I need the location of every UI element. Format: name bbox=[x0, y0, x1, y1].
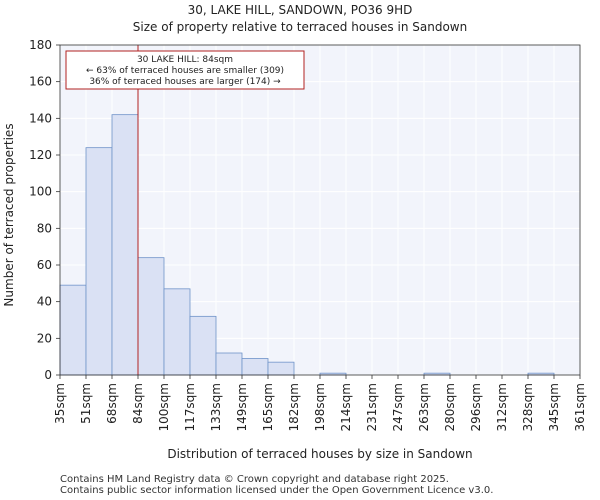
x-tick-label: 263sqm bbox=[417, 383, 431, 431]
bar-133sqm bbox=[215, 352, 243, 376]
y-axis-ticks: 0 20 40 60 80 100 120 140 160 180 bbox=[29, 38, 60, 382]
x-tick-label: 100sqm bbox=[157, 383, 171, 431]
x-tick-label: 35sqm bbox=[53, 383, 67, 424]
x-tick-label: 312sqm bbox=[495, 383, 509, 431]
x-tick-label: 117sqm bbox=[183, 383, 197, 431]
footer-line-1: Contains HM Land Registry data © Crown c… bbox=[60, 474, 449, 485]
x-tick-label: 198sqm bbox=[313, 383, 327, 431]
x-tick-label: 296sqm bbox=[469, 383, 483, 431]
y-tick-label: 40 bbox=[37, 295, 52, 309]
annotation-border bbox=[65, 50, 305, 90]
bar-84sqm bbox=[137, 257, 165, 376]
y-axis-label: Number of terraced properties bbox=[2, 123, 16, 306]
bar-51sqm bbox=[85, 147, 113, 376]
bar-149sqm bbox=[241, 358, 269, 376]
x-tick-label: 182sqm bbox=[287, 383, 301, 431]
x-tick-label: 361sqm bbox=[573, 383, 587, 431]
y-tick-label: 80 bbox=[37, 221, 52, 235]
x-axis-label: Distribution of terraced houses by size … bbox=[167, 447, 472, 461]
y-tick-label: 140 bbox=[29, 111, 52, 125]
x-tick-label: 51sqm bbox=[79, 383, 93, 424]
annotation-line-2: ← 63% of terraced houses are smaller (30… bbox=[86, 66, 284, 76]
y-tick-label: 20 bbox=[37, 331, 52, 345]
bars bbox=[59, 114, 555, 376]
annotation-line-1: 30 LAKE HILL: 84sqm bbox=[137, 55, 233, 65]
bar-68sqm bbox=[111, 114, 139, 376]
footer-line-2: Contains public sector information licen… bbox=[60, 485, 494, 496]
annotation-box: 30 LAKE HILL: 84sqm ← 63% of terraced ho… bbox=[65, 50, 305, 90]
x-tick-label: 68sqm bbox=[105, 383, 119, 424]
x-tick-label: 231sqm bbox=[365, 383, 379, 431]
x-tick-label: 280sqm bbox=[443, 383, 457, 431]
annotation-line-3: 36% of terraced houses are larger (174) … bbox=[89, 77, 281, 87]
x-tick-label: 214sqm bbox=[339, 383, 353, 431]
bar-100sqm bbox=[163, 288, 191, 376]
y-tick-label: 160 bbox=[29, 75, 52, 89]
x-tick-label: 133sqm bbox=[209, 383, 223, 431]
y-tick-label: 180 bbox=[29, 38, 52, 52]
chart-subtitle: Size of property relative to terraced ho… bbox=[133, 20, 467, 34]
chart-title: 30, LAKE HILL, SANDOWN, PO36 9HD bbox=[188, 3, 413, 17]
bar-35sqm bbox=[59, 284, 87, 376]
bar-117sqm bbox=[189, 315, 217, 376]
x-tick-label: 328sqm bbox=[521, 383, 535, 431]
x-tick-label: 345sqm bbox=[547, 383, 561, 431]
x-tick-label: 247sqm bbox=[391, 383, 405, 431]
y-tick-label: 0 bbox=[44, 368, 52, 382]
x-axis-ticks: 35sqm 51sqm 68sqm 84sqm 100sqm 117sqm 133sqm 14… bbox=[53, 375, 587, 431]
y-tick-label: 120 bbox=[29, 148, 52, 162]
y-tick-label: 100 bbox=[29, 185, 52, 199]
bar-165sqm bbox=[267, 361, 295, 376]
x-tick-label: 84sqm bbox=[131, 383, 145, 424]
x-tick-label: 149sqm bbox=[235, 383, 249, 431]
x-tick-label: 165sqm bbox=[261, 383, 275, 431]
y-tick-label: 60 bbox=[37, 258, 52, 272]
